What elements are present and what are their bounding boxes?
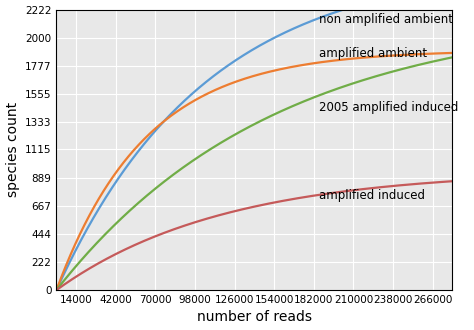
Y-axis label: species count: species count [6,102,19,197]
X-axis label: number of reads: number of reads [197,311,312,324]
Text: amplified ambient: amplified ambient [319,48,428,60]
Text: non amplified ambient: non amplified ambient [319,14,454,26]
Text: amplified induced: amplified induced [319,189,426,202]
Text: 2005 amplified induced: 2005 amplified induced [319,101,459,114]
